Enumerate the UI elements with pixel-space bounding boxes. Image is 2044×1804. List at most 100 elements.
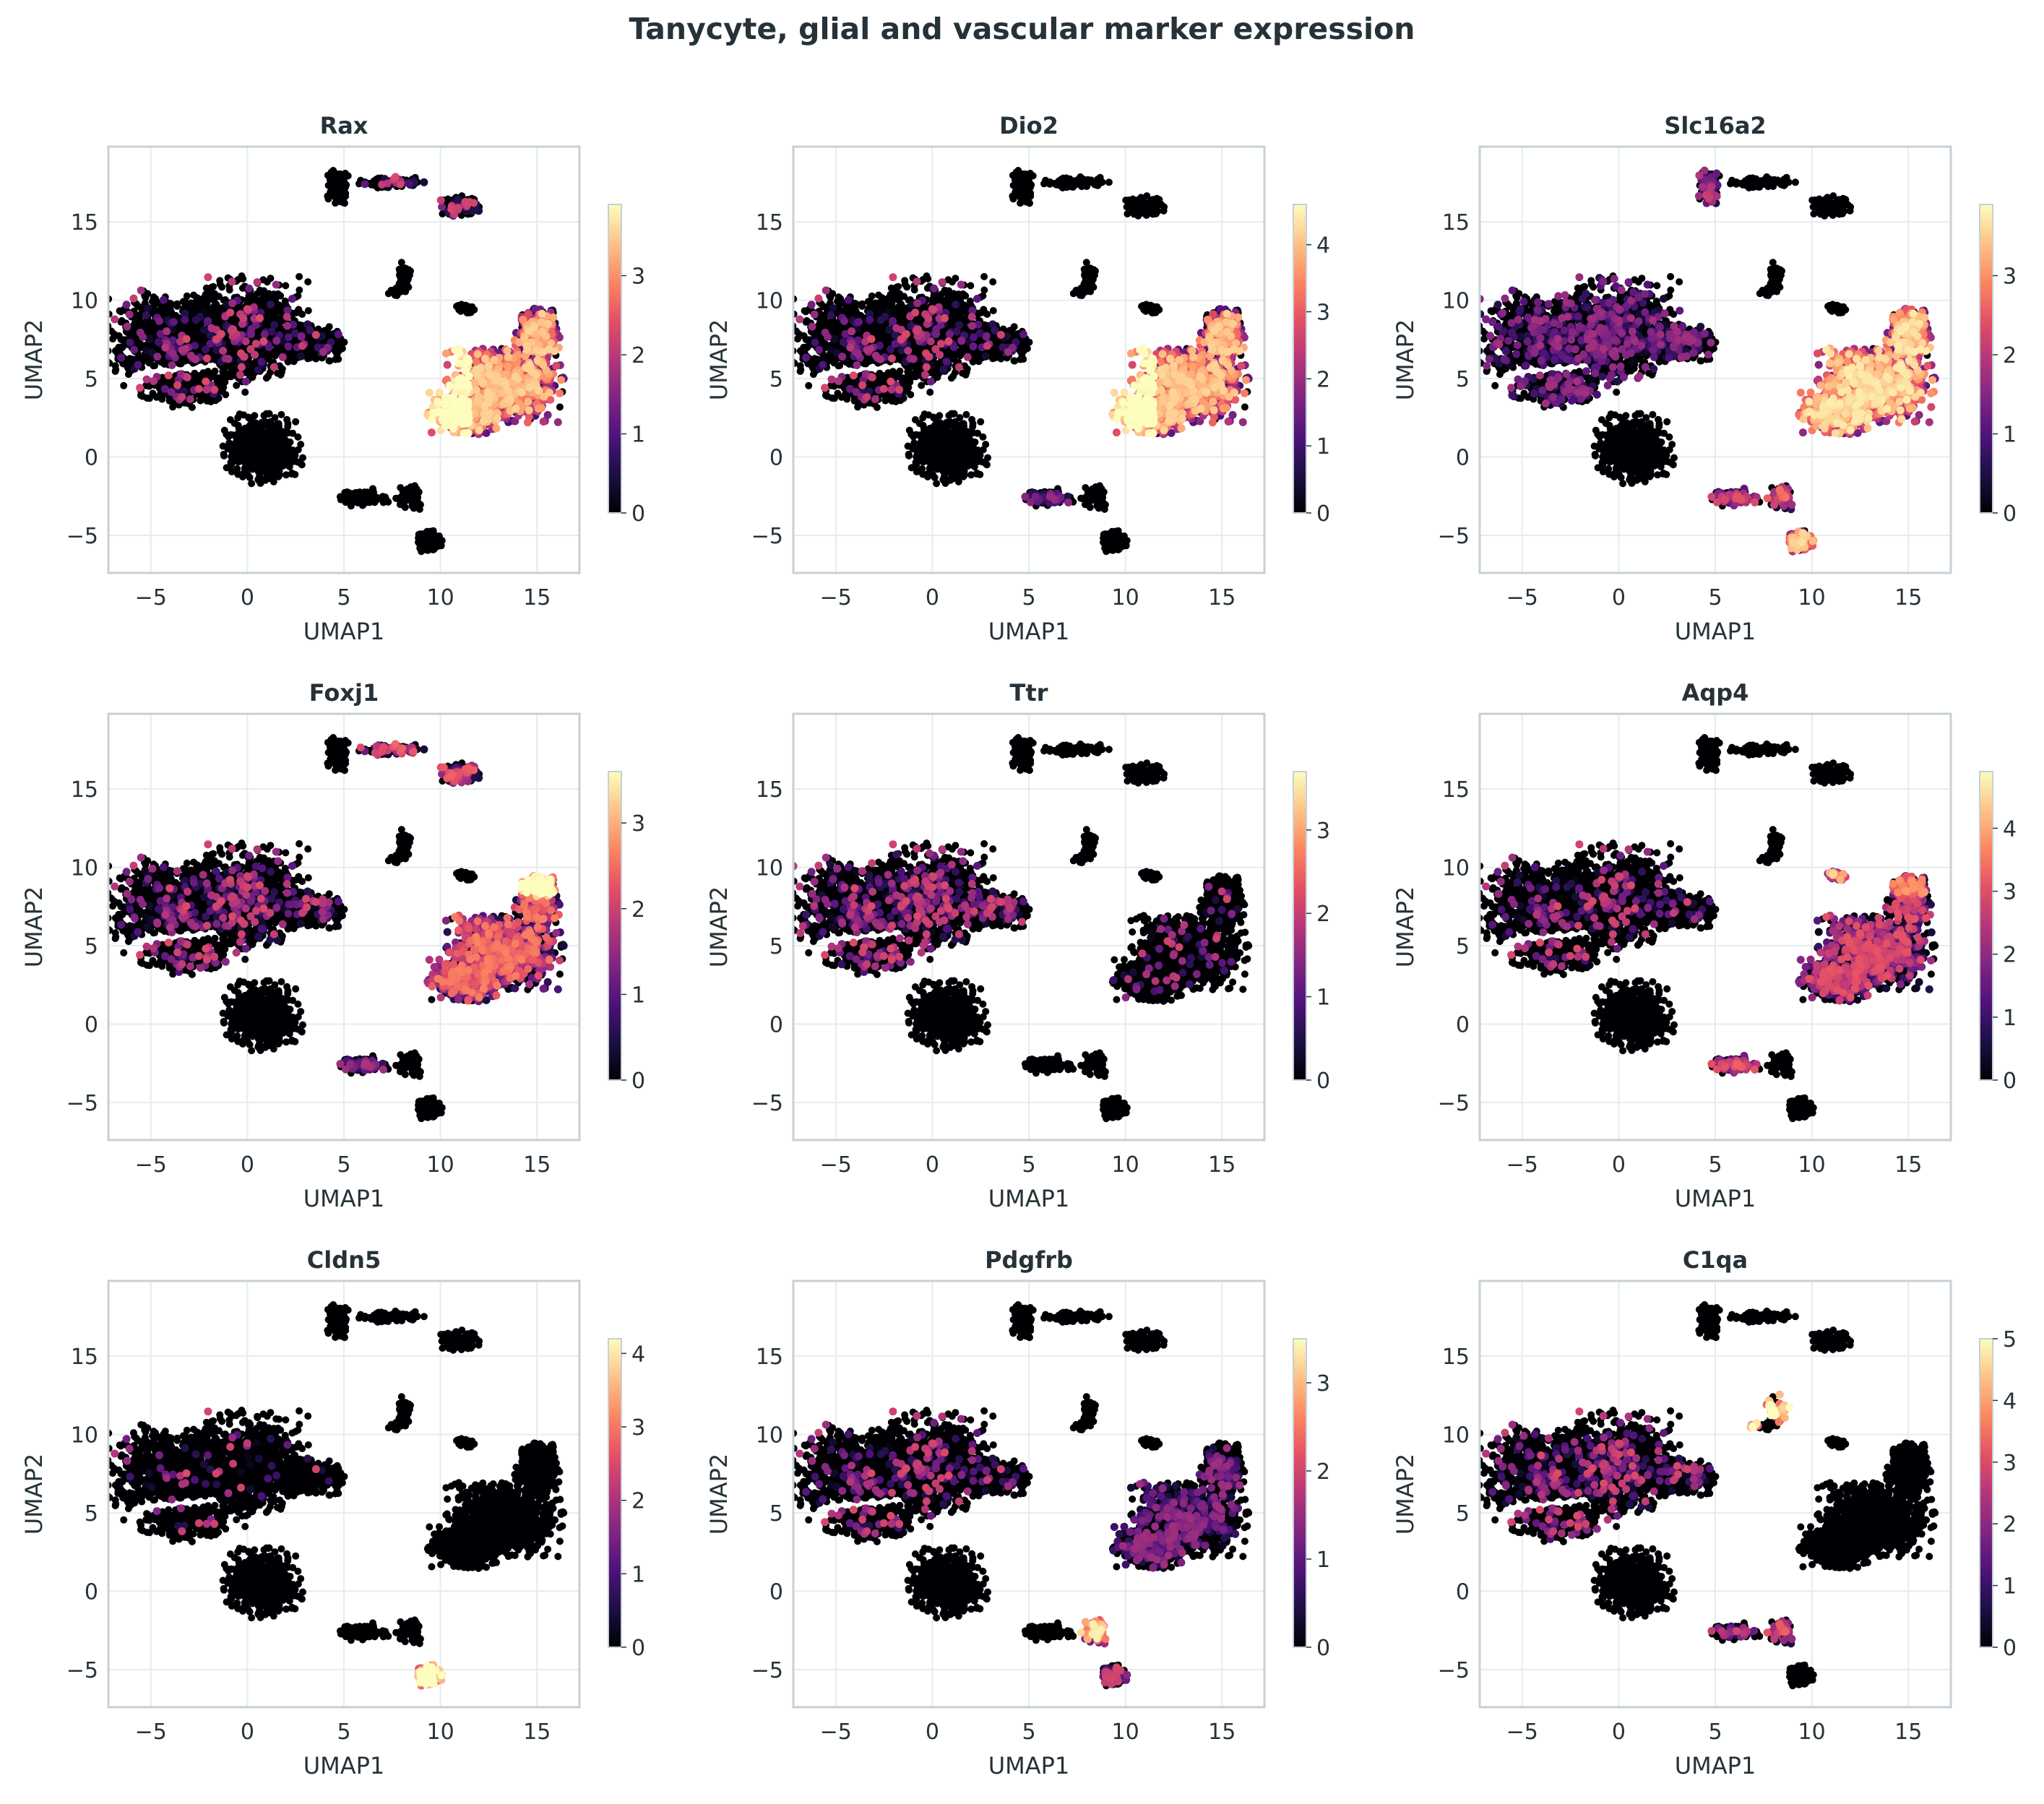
cell-point xyxy=(133,311,141,319)
cell-point xyxy=(225,439,233,447)
cell-point xyxy=(227,327,236,335)
cell-point xyxy=(341,170,349,177)
cell-point xyxy=(399,264,407,272)
cell-point xyxy=(183,373,191,381)
cell-point xyxy=(269,425,277,433)
cell-point xyxy=(129,327,137,335)
cell-point xyxy=(272,280,280,289)
cell-point xyxy=(413,485,421,493)
cell-point xyxy=(153,353,162,361)
cell-point xyxy=(204,273,212,282)
cell-point xyxy=(111,362,119,370)
cell-point xyxy=(165,397,173,405)
cell-point xyxy=(251,412,259,420)
cell-point xyxy=(236,371,244,379)
cell-point xyxy=(292,418,300,426)
cell-point xyxy=(263,351,271,359)
cell-point xyxy=(421,542,428,550)
cell-point xyxy=(191,316,200,324)
cell-point xyxy=(202,385,211,394)
cell-point xyxy=(145,359,153,367)
cell-point xyxy=(126,338,134,347)
cell-point xyxy=(429,539,437,547)
cell-point xyxy=(111,368,119,375)
cell-point xyxy=(269,363,278,371)
cell-point xyxy=(348,490,356,498)
cell-point xyxy=(318,332,326,340)
cell-point xyxy=(439,210,447,217)
cell-point xyxy=(402,495,410,503)
cell-point xyxy=(163,327,171,336)
cell-point xyxy=(284,342,293,350)
cell-point xyxy=(253,442,261,450)
cell-point xyxy=(167,309,175,317)
cell-point xyxy=(136,328,145,337)
cell-point xyxy=(199,326,208,335)
cell-point xyxy=(327,168,335,176)
cell-point xyxy=(552,361,561,370)
cell-point xyxy=(370,491,378,498)
cell-point xyxy=(283,321,291,330)
cell-point xyxy=(294,446,302,454)
cell-point xyxy=(164,371,173,380)
cell-point xyxy=(264,442,272,450)
cell-point xyxy=(136,384,145,392)
cell-point xyxy=(406,487,414,495)
cell-point xyxy=(238,454,246,462)
cell-point xyxy=(198,391,206,399)
cell-point xyxy=(277,410,285,418)
cell-point xyxy=(335,182,343,190)
cell-point xyxy=(254,366,262,374)
cell-point xyxy=(543,410,552,419)
cell-point xyxy=(217,376,225,384)
cell-point xyxy=(100,354,107,361)
cell-point xyxy=(142,375,151,384)
cell-point xyxy=(429,545,437,553)
cell-point xyxy=(241,377,250,386)
cell-point xyxy=(158,304,165,312)
cell-point xyxy=(228,468,236,475)
cell-point xyxy=(155,316,163,325)
cell-point xyxy=(233,381,241,389)
cell-point xyxy=(291,470,299,478)
cell-point xyxy=(427,428,436,437)
cell-point xyxy=(186,395,194,403)
cell-point xyxy=(556,389,564,397)
cell-point xyxy=(259,337,268,345)
cell-point xyxy=(332,355,340,363)
cell-point xyxy=(178,358,186,366)
cell-point xyxy=(210,385,219,394)
cell-point xyxy=(275,472,283,480)
cell-point xyxy=(230,420,238,427)
cell-point xyxy=(454,204,463,212)
cell-point xyxy=(202,377,210,386)
cell-point xyxy=(332,189,340,197)
cell-point xyxy=(539,418,548,426)
cell-point xyxy=(324,195,332,203)
cell-point xyxy=(283,313,291,321)
cell-point xyxy=(263,436,271,443)
cell-point xyxy=(158,395,166,403)
cell-point xyxy=(139,353,147,361)
cell-point xyxy=(438,202,447,211)
cell-point xyxy=(336,493,344,501)
cell-point xyxy=(151,362,158,370)
cell-point xyxy=(296,272,303,280)
cell-point xyxy=(296,352,305,361)
cell-point xyxy=(285,333,293,342)
cell-point xyxy=(129,355,137,363)
cell-point xyxy=(468,207,477,215)
cell-point xyxy=(169,403,177,411)
cell-point xyxy=(134,361,142,369)
cell-point xyxy=(260,330,269,339)
cell-point xyxy=(265,410,273,418)
cell-point xyxy=(178,393,186,401)
cell-point xyxy=(553,418,562,426)
cell-point xyxy=(244,305,253,314)
cell-point xyxy=(230,455,238,463)
cell-point xyxy=(264,311,272,318)
cell-point xyxy=(379,499,387,506)
cell-point xyxy=(139,392,147,400)
